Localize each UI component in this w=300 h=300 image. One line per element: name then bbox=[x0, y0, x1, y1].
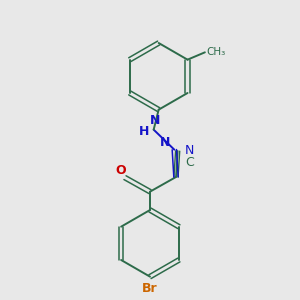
Text: N: N bbox=[185, 144, 194, 157]
Text: H: H bbox=[139, 125, 149, 138]
Text: N: N bbox=[160, 136, 170, 149]
Text: O: O bbox=[116, 164, 126, 177]
Text: C: C bbox=[185, 156, 194, 169]
Text: N: N bbox=[150, 114, 160, 127]
Text: Br: Br bbox=[142, 282, 158, 295]
Text: CH₃: CH₃ bbox=[206, 47, 226, 57]
